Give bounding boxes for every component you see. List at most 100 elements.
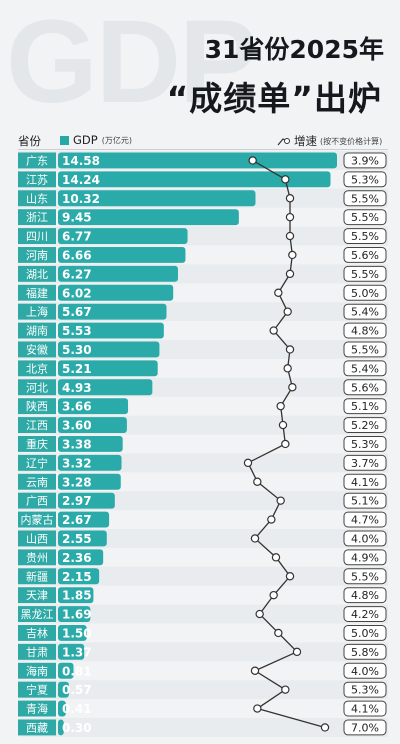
header-growth: 增速 (按不变价格计算) xyxy=(277,133,382,149)
gdp-bar xyxy=(58,530,107,547)
gdp-bar xyxy=(58,360,158,377)
growth-value-label: 5.8% xyxy=(351,646,379,659)
gdp-value-label: 3.38 xyxy=(62,437,92,451)
growth-point xyxy=(285,194,295,203)
province-label-box xyxy=(18,681,56,698)
gdp-bar xyxy=(58,681,69,698)
gdp-value-label: 6.02 xyxy=(62,286,92,300)
growth-point xyxy=(274,628,283,638)
growth-label-box xyxy=(343,152,387,169)
gdp-bar xyxy=(58,303,167,320)
province-label: 江苏 xyxy=(26,173,48,186)
gdp-bar xyxy=(58,247,186,263)
growth-point xyxy=(253,477,262,486)
province-label-box xyxy=(18,398,56,415)
province-label-box xyxy=(18,643,56,660)
growth-label-box xyxy=(343,436,387,452)
growth-label-box xyxy=(343,265,387,282)
growth-label-box xyxy=(343,360,387,377)
province-label: 青海 xyxy=(26,702,48,716)
gdp-value-label: 5.53 xyxy=(62,324,92,338)
growth-label-box xyxy=(343,549,387,566)
growth-point xyxy=(255,609,264,619)
growth-value-label: 5.5% xyxy=(351,192,379,205)
gdp-value-label: 2.55 xyxy=(62,532,92,546)
growth-point xyxy=(283,364,292,373)
province-label-box xyxy=(18,209,56,226)
province-label: 云南 xyxy=(26,476,48,489)
gdp-value-label: 1.50 xyxy=(62,626,92,640)
gdp-bar xyxy=(58,171,331,188)
gdp-bar xyxy=(58,643,85,660)
province-label: 河南 xyxy=(26,249,48,262)
growth-value-label: 5.1% xyxy=(351,400,379,413)
province-label-box xyxy=(18,190,56,207)
province-label-box xyxy=(18,549,56,566)
gdp-bar xyxy=(58,265,178,282)
growth-label-box xyxy=(343,606,387,622)
province-label: 吉林 xyxy=(26,626,48,640)
growth-point xyxy=(271,553,281,562)
gdp-bar xyxy=(58,398,129,415)
province-label-box xyxy=(18,152,56,169)
growth-point xyxy=(243,458,253,468)
row-background xyxy=(18,529,388,548)
growth-label-box xyxy=(343,473,387,490)
growth-point xyxy=(250,666,260,675)
row-background xyxy=(18,642,388,662)
growth-label-box xyxy=(343,625,387,641)
growth-point xyxy=(281,685,290,694)
province-label: 上海 xyxy=(26,305,48,319)
province-label-box xyxy=(18,171,56,188)
title-line-2: “成绩单”出炉 xyxy=(166,79,382,118)
gdp-bar xyxy=(58,322,164,339)
row-background xyxy=(18,604,388,624)
province-label: 黑龙江 xyxy=(21,608,54,621)
province-label: 湖北 xyxy=(26,268,48,281)
growth-label-box xyxy=(343,398,387,415)
gdp-value-label: 2.97 xyxy=(62,494,92,508)
growth-label-box xyxy=(343,568,387,585)
gdp-watermark: GDP xyxy=(6,0,258,128)
growth-point xyxy=(320,723,330,732)
gdp-bar xyxy=(58,209,239,226)
gdp-value-label: 14.24 xyxy=(62,173,100,187)
growth-point xyxy=(292,647,302,657)
province-label-box xyxy=(18,606,56,622)
growth-value-label: 7.0% xyxy=(351,721,379,734)
growth-value-label: 4.7% xyxy=(351,514,379,527)
gdp-bar xyxy=(58,152,337,169)
row-background xyxy=(18,566,388,586)
province-label: 天津 xyxy=(26,589,48,602)
growth-value-label: 5.4% xyxy=(351,306,379,319)
growth-value-label: 4.0% xyxy=(351,532,379,545)
gdp-bar xyxy=(58,436,123,452)
gdp-bar xyxy=(58,454,122,471)
province-label: 四川 xyxy=(26,230,48,243)
gdp-value-label: 3.60 xyxy=(62,419,92,433)
province-label: 江西 xyxy=(26,419,48,432)
growth-label-box xyxy=(343,284,387,301)
growth-value-label: 5.5% xyxy=(351,570,379,583)
province-label: 湖南 xyxy=(26,325,48,338)
header-growth-label: 增速 xyxy=(294,134,317,148)
province-label: 宁夏 xyxy=(26,683,48,697)
province-label: 广西 xyxy=(26,495,48,508)
province-label: 内蒙古 xyxy=(21,513,54,527)
row-background xyxy=(18,718,388,737)
province-label-box xyxy=(18,568,56,585)
gdp-bar xyxy=(58,549,104,566)
gdp-value-label: 5.67 xyxy=(62,305,92,319)
gdp-value-label: 6.27 xyxy=(62,267,92,281)
growth-value-label: 4.0% xyxy=(351,665,379,678)
growth-value-label: 4.1% xyxy=(351,703,379,716)
header-gdp-unit: (万亿元) xyxy=(101,135,132,145)
province-label-box xyxy=(18,454,56,471)
gdp-value-label: 10.32 xyxy=(62,192,100,206)
growth-point xyxy=(248,156,257,165)
gdp-bar xyxy=(58,625,87,641)
province-label-box xyxy=(18,303,56,320)
province-label: 浙江 xyxy=(26,211,48,224)
growth-point xyxy=(276,496,285,505)
